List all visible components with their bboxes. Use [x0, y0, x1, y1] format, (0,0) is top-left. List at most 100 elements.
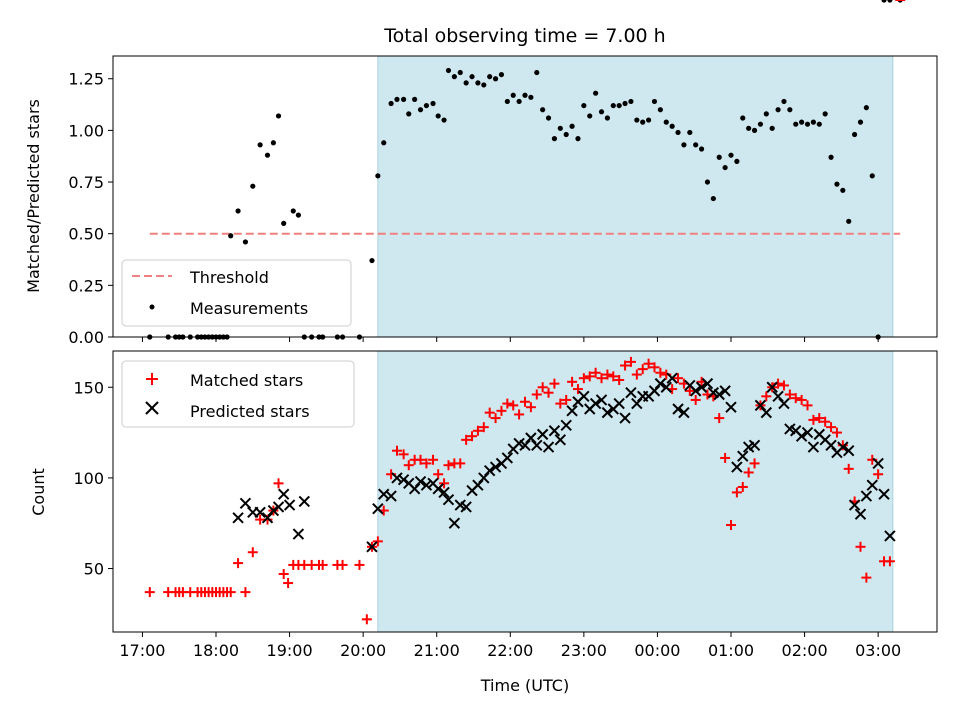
matched-star-point: [478, 422, 489, 433]
predicted-star-point: [432, 483, 444, 495]
matched-star-point: [655, 367, 666, 378]
matched-star-point: [861, 572, 872, 583]
top-ytick-label: 0.75: [68, 173, 104, 192]
matched-star-point: [843, 463, 854, 474]
matched-star-point: [790, 393, 801, 404]
measurement-point: [828, 154, 834, 160]
matched-star-point: [572, 384, 583, 395]
matched-star-point: [273, 478, 284, 489]
matched-star-point: [826, 422, 837, 433]
measurement-point: [381, 140, 387, 146]
predicted-star-point: [595, 394, 608, 406]
measurement-point: [787, 107, 793, 113]
measurement-point: [540, 107, 546, 113]
measurement-point: [822, 111, 828, 117]
matched-star-point: [240, 587, 251, 598]
measurement-point: [394, 96, 400, 102]
measurement-point: [869, 173, 875, 179]
measurement-point: [769, 125, 775, 131]
matched-star-point: [514, 409, 525, 420]
bottom-ylabel: Count: [29, 468, 48, 516]
predicted-star-point: [292, 528, 305, 540]
matched-star-point: [354, 559, 365, 570]
top-panel: 0.00 0.25 0.50 0.75 1.00 1.25: [68, 0, 938, 347]
matched-star-point: [820, 416, 831, 427]
measurement-point: [406, 111, 412, 117]
predicted-star-point: [866, 479, 878, 491]
measurement-point: [504, 98, 510, 105]
matched-star-point: [761, 391, 772, 402]
measurement-point: [281, 220, 287, 226]
measurement-point: [622, 100, 628, 107]
predicted-star-point: [689, 385, 702, 397]
matched-star-point: [278, 568, 289, 579]
measurement-point: [469, 74, 475, 80]
measurement-point: [646, 117, 652, 123]
predicted-star-point: [713, 388, 725, 401]
matched-star-point: [262, 514, 273, 525]
measurement-point: [475, 80, 481, 86]
matched-star-point: [421, 458, 432, 469]
predicted-star-point: [660, 381, 672, 393]
measurement-point: [375, 173, 381, 179]
matched-star-point: [398, 449, 409, 460]
bottom-ytick-label: 150: [73, 378, 104, 397]
bottom-xtick-label: 21:00: [414, 641, 460, 660]
matched-star-point: [361, 614, 372, 625]
bottom-xtick-label: 19:00: [267, 641, 313, 660]
matched-star-point: [796, 394, 807, 405]
measurement-point: [510, 92, 516, 98]
top-legend-box: [121, 259, 352, 327]
measurement-point: [616, 102, 622, 109]
matched-star-point: [549, 378, 560, 389]
measurement-point: [775, 107, 781, 113]
predicted-star-point: [372, 503, 384, 515]
measurement-point: [816, 121, 822, 127]
predicted-star-point: [601, 406, 614, 419]
measurement-point: [746, 125, 752, 131]
predicted-star-point: [766, 381, 778, 393]
predicted-star-point: [731, 461, 743, 473]
matched-star-point: [584, 371, 595, 382]
measurement-point: [634, 117, 640, 123]
matched-star-point: [472, 425, 483, 436]
measurement-point: [598, 109, 605, 115]
matched-star-point: [439, 478, 450, 489]
predicted-star-point: [438, 486, 450, 499]
predicted-star-point: [843, 445, 855, 457]
matched-star-point: [428, 454, 439, 465]
matched-star-point: [873, 469, 884, 480]
matched-star-point: [726, 520, 736, 531]
predicted-star-point: [548, 425, 561, 437]
matched-star-point: [608, 371, 619, 382]
matched-star-point: [802, 400, 813, 411]
measurement-point: [710, 195, 716, 202]
predicted-star-point: [760, 406, 773, 419]
matched-star-point: [620, 360, 631, 371]
measurement-point: [751, 127, 758, 133]
predicted-star-point: [420, 479, 433, 491]
measurement-point: [423, 102, 430, 109]
matched-star-point: [484, 407, 495, 418]
predicted-star-point: [442, 493, 455, 506]
measurement-point: [857, 119, 864, 125]
matched-star-point: [455, 458, 466, 469]
predicted-star-point: [625, 386, 637, 399]
predicted-star-point: [298, 495, 310, 508]
measurement-point: [257, 142, 263, 148]
predicted-star-point: [489, 461, 502, 473]
predicted-star-point: [366, 541, 378, 553]
measurement-point: [445, 67, 452, 74]
measurement-point: [487, 74, 493, 80]
measurement-point: [417, 107, 424, 113]
predicted-star-point: [801, 426, 814, 439]
measurement-point: [799, 119, 805, 125]
predicted-star-point: [566, 405, 578, 417]
predicted-star-point: [678, 406, 690, 419]
matched-star-point: [784, 389, 795, 400]
matched-star-point: [337, 559, 348, 570]
matched-star-point: [737, 481, 748, 492]
bottom-panel: 50 100 150 17:00 18:00 19:00 20:00 21:00 22:00 23…: [73, 0, 938, 660]
measurement-point: [657, 107, 663, 113]
matched-star-point: [561, 394, 572, 405]
